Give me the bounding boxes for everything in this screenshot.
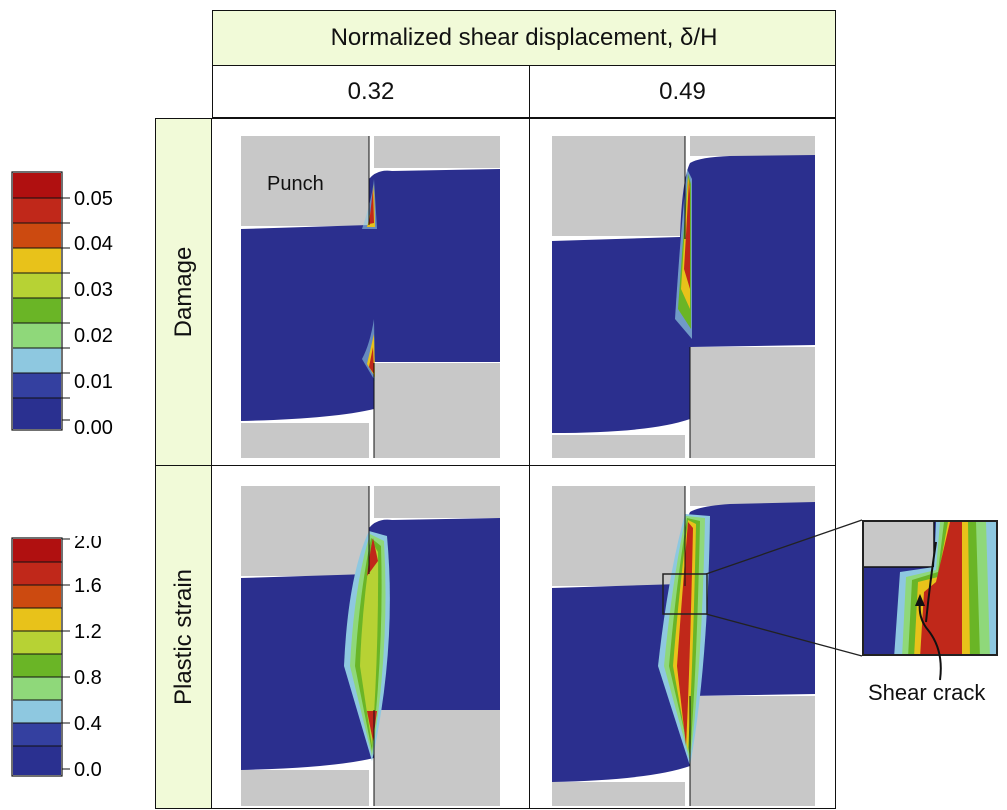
- shear-crack-label: Shear crack: [868, 680, 986, 705]
- damage-tick-3: 0.02: [74, 325, 113, 347]
- damage-032-contour: [241, 136, 500, 458]
- header-title: Normalized shear displacement, δ/H: [212, 10, 836, 66]
- strain-032-contour: [241, 486, 500, 806]
- punch-label: Punch: [267, 173, 324, 195]
- row-label-plastic-strain-text: Plastic strain: [169, 568, 197, 706]
- strain-tick-5: 0.0: [74, 759, 102, 781]
- damage-tick-0: 0.05: [74, 188, 113, 210]
- strain-colorbar: 2.0 1.6 1.2 0.8 0.4 0.0: [11, 536, 102, 781]
- strain-tick-2: 1.2: [74, 621, 102, 643]
- strain-049-contour: [552, 486, 815, 806]
- cell-damage-032: Punch: [211, 118, 530, 466]
- callout-lines: [705, 519, 863, 657]
- damage-legend: 0.05 0.04 0.03 0.02 0.01 0.00: [10, 170, 140, 440]
- shear-crack-arrow: [915, 594, 942, 681]
- strain-tick-3: 0.8: [74, 667, 102, 689]
- cell-strain-049: [529, 465, 836, 809]
- strain-tick-1: 1.6: [74, 575, 102, 597]
- cell-strain-032: [211, 465, 530, 809]
- strain-legend: 2.0 1.6 1.2 0.8 0.4 0.0: [10, 536, 140, 786]
- damage-tick-5: 0.00: [74, 417, 113, 439]
- column-header-032: 0.32: [212, 66, 530, 118]
- damage-049-contour: [552, 136, 815, 458]
- damage-tick-2: 0.03: [74, 279, 113, 301]
- strain-tick-0: 2.0: [74, 536, 102, 553]
- cell-damage-049: [529, 118, 836, 466]
- strain-tick-4: 0.4: [74, 713, 102, 735]
- damage-colorbar: 0.05 0.04 0.03 0.02 0.01 0.00: [11, 171, 113, 439]
- row-label-damage-text: Damage: [169, 246, 197, 338]
- column-header-049: 0.49: [529, 66, 836, 118]
- row-label-plastic-strain: Plastic strain: [155, 465, 212, 809]
- inset-contour: [864, 522, 996, 654]
- damage-tick-4: 0.01: [74, 371, 113, 393]
- damage-tick-1: 0.04: [74, 233, 113, 255]
- row-label-damage: Damage: [155, 118, 212, 466]
- shear-crack-inset: [862, 520, 998, 656]
